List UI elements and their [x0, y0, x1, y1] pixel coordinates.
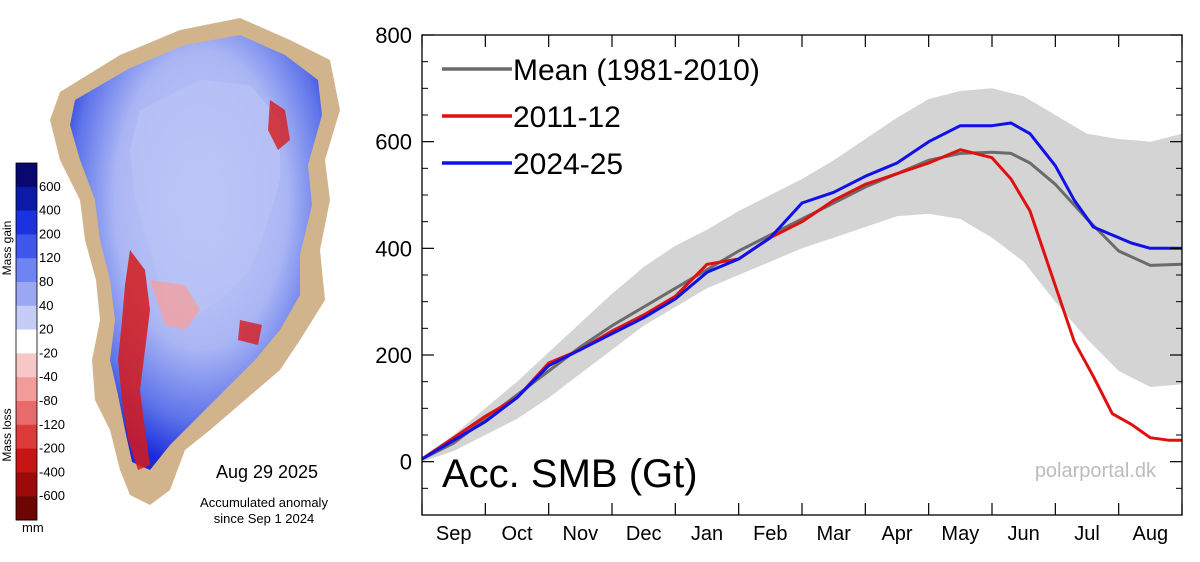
colorbar-loss-label: Mass loss: [0, 408, 14, 461]
y-tick-label: 600: [375, 130, 412, 155]
x-tick-label: Feb: [753, 523, 787, 545]
colorbar-tick-label: 20: [39, 322, 53, 337]
source-credit: polarportal.dk: [1035, 460, 1157, 482]
colorbar-tick-label: 600: [39, 179, 61, 194]
central-loss-patches: [150, 280, 200, 330]
colorbar-tick-label: 400: [39, 203, 61, 218]
colorbar-tick-label: -400: [39, 464, 65, 479]
colorbar-swatch: [16, 210, 37, 235]
colorbar-swatch: [16, 305, 37, 331]
x-tick-label: Apr: [881, 523, 912, 545]
colorbar-tick-label: -80: [39, 393, 58, 408]
legend: Mean (1981-2010) 2011-12 2024-25: [442, 54, 760, 181]
colorbar-swatch: [16, 377, 37, 402]
colorbar-swatch: [16, 353, 37, 378]
colorbar-tick-label: 120: [39, 250, 61, 265]
colorbar-tick-label: -120: [39, 417, 65, 432]
y-tick-label: 800: [375, 23, 412, 48]
x-tick-label: Dec: [626, 523, 662, 545]
colorbar-unit: mm: [22, 520, 44, 535]
x-tick-label: Jul: [1074, 523, 1100, 545]
x-axis: Sep Oct Nov Dec Jan Feb Mar Apr May Jun Jul Aug: [421, 35, 1183, 545]
colorbar-swatch: [16, 472, 37, 497]
smb-chart: 0 200 400 600 800 Sep Oct Nov Dec Jan Feb Mar Apr Ma…: [375, 23, 1183, 545]
colorbar-swatch: [16, 401, 37, 426]
series-line-2: [421, 121, 1182, 461]
colorbar-tick-label: 40: [39, 298, 53, 313]
x-tick-label: Sep: [436, 523, 472, 545]
x-tick-label: Mar: [816, 523, 851, 545]
greenland-map-panel: 600 400 200 120 80 40 20 -20 -40 -80 -120 -200 -400 -…: [0, 0, 410, 557]
colorbar-swatch: [16, 186, 37, 212]
colorbar-swatch: [16, 163, 37, 188]
colorbar-tick-label: -200: [39, 441, 65, 456]
legend-label: 2024-25: [513, 148, 623, 181]
colorbar-swatch: [16, 448, 37, 473]
colorbar-swatch: [16, 258, 37, 283]
y-tick-label: 400: [375, 236, 412, 261]
x-tick-label: Oct: [501, 523, 533, 545]
legend-label: Mean (1981-2010): [513, 54, 760, 87]
colorbar-swatch: [16, 234, 37, 259]
west-margin-loss: [118, 250, 150, 470]
colorbar-swatch: [16, 424, 37, 450]
colorbar-swatch: [16, 282, 37, 307]
smb-chart-panel: 0 200 400 600 800 Sep Oct Nov Dec Jan Feb Mar Apr Ma…: [330, 0, 1200, 557]
x-tick-label: May: [941, 523, 979, 545]
greenland-map: 600 400 200 120 80 40 20 -20 -40 -80 -120 -200 -400 -…: [0, 18, 340, 535]
band-layer: [422, 88, 1182, 462]
variability-band: [422, 88, 1182, 462]
map-date: Aug 29 2025: [216, 462, 318, 482]
colorbar-tick-label: -40: [39, 369, 58, 384]
greenland-interior: [130, 80, 280, 320]
legend-label: 2011-12: [513, 101, 621, 134]
colorbar-tick-label: -600: [39, 488, 65, 503]
colorbar-outline: [15, 162, 38, 521]
map-subtitle-line2: since Sep 1 2024: [214, 511, 314, 526]
colorbar-tick-label: 80: [39, 274, 53, 289]
colorbar-tick-label: -20: [39, 345, 58, 360]
y-tick-label: 200: [375, 343, 412, 368]
northeast-loss-patches: [268, 100, 290, 150]
colorbar: 600 400 200 120 80 40 20 -20 -40 -80 -120 -200 -400 -…: [15, 162, 65, 521]
colorbar-swatch: [16, 329, 37, 354]
y-axis: 0 200 400 600 800: [375, 23, 1182, 516]
colorbar-tick-label: 200: [39, 226, 61, 241]
x-tick-label: Jun: [1008, 523, 1040, 545]
x-tick-label: Aug: [1133, 523, 1169, 545]
colorbar-gain-label: Mass gain: [0, 221, 14, 276]
colorbar-swatch: [16, 496, 37, 521]
southeast-loss-patches: [238, 320, 262, 345]
y-tick-label: 0: [400, 450, 412, 475]
x-tick-label: Jan: [691, 523, 723, 545]
x-tick-label: Nov: [563, 523, 599, 545]
map-subtitle-line1: Accumulated anomaly: [200, 495, 328, 510]
chart-title: Acc. SMB (Gt): [442, 452, 698, 496]
series-layer: [421, 121, 1183, 461]
